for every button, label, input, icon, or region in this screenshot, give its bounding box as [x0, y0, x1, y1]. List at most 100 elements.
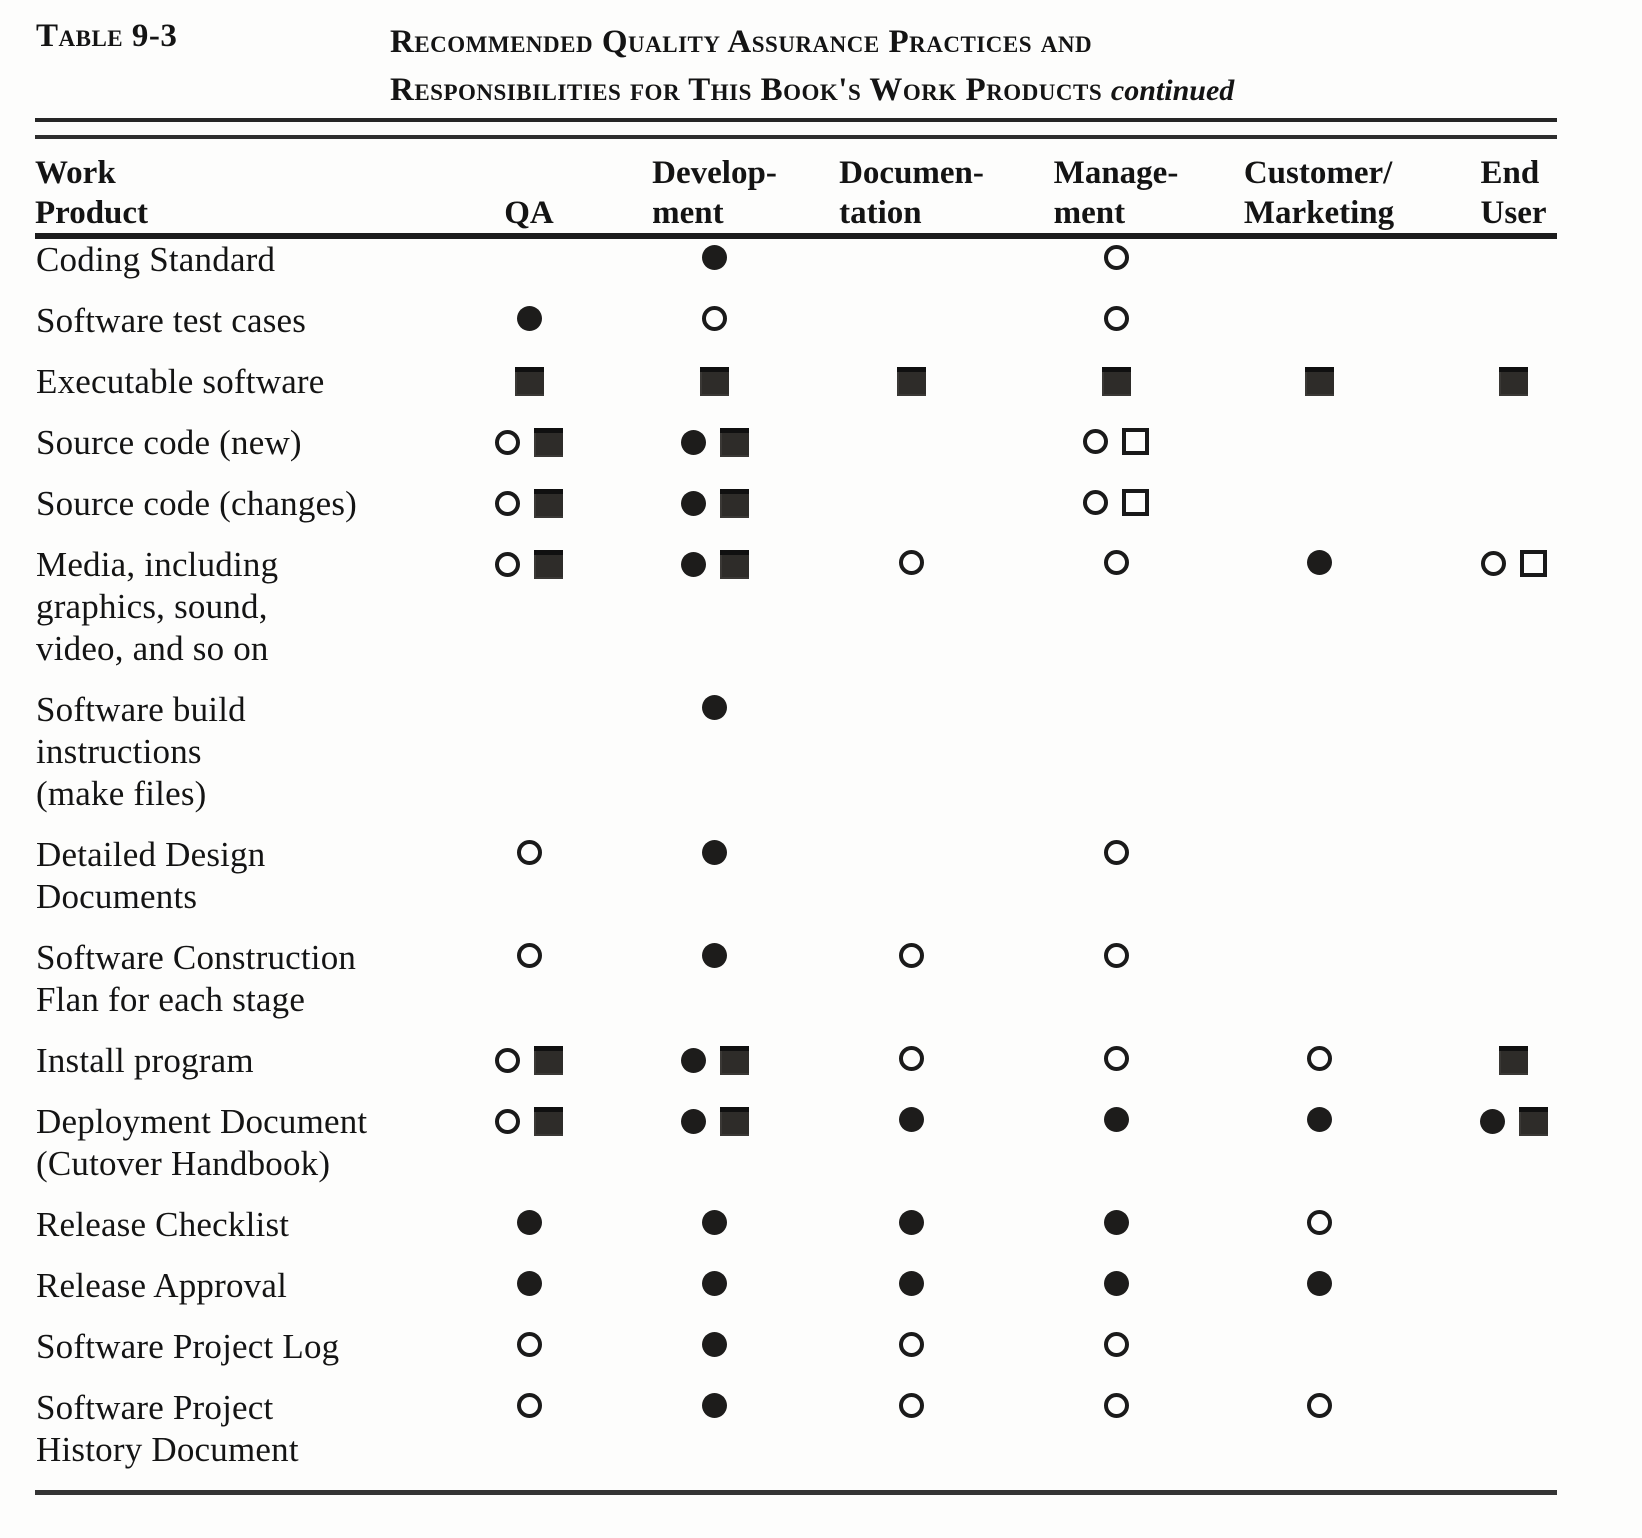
cell-documentation — [811, 544, 1012, 689]
work-product-label-line: Software Project — [36, 1388, 274, 1427]
cell-development — [618, 422, 811, 483]
filled-circle-icon — [702, 695, 727, 720]
work-product-label-line: Deployment Document — [36, 1102, 368, 1141]
filled-circle-icon — [899, 1271, 924, 1296]
work-product-label-line: Install program — [36, 1041, 254, 1080]
qa-responsibilities-table-wrap: Work Product QA Develop- ment — [35, 118, 1583, 1495]
work-product-label: Release Checklist — [35, 1204, 440, 1265]
cell-qa — [440, 236, 618, 300]
work-product-label-line: Software build — [36, 690, 246, 729]
work-product-label: Coding Standard — [35, 236, 440, 300]
cell-documentation — [811, 300, 1012, 361]
open-circle-icon — [1306, 1210, 1332, 1235]
work-product-label-line: Flan for each stage — [36, 980, 306, 1019]
filled-circle-icon — [680, 491, 706, 516]
work-product-label: Executable software — [35, 361, 440, 422]
cell-end-user — [1444, 834, 1583, 937]
open-circle-icon — [1306, 1046, 1332, 1071]
filled-circle-icon — [1103, 1271, 1129, 1296]
work-product-label: Detailed Design Documents — [35, 834, 440, 937]
cell-management — [1012, 1326, 1220, 1387]
cell-development — [618, 1326, 811, 1387]
cell-customer-marketing — [1220, 236, 1418, 300]
cell-management — [1012, 422, 1220, 483]
filled-circle-icon — [702, 840, 727, 865]
work-product-label-line: Software Project Log — [36, 1327, 340, 1366]
cell-documentation — [811, 834, 1012, 937]
cell-customer-marketing — [1220, 422, 1418, 483]
open-circle-icon — [1103, 1393, 1129, 1418]
table-row: Source code (changes) — [35, 483, 1557, 544]
filled-circle-icon — [1306, 550, 1332, 575]
open-circle-icon — [1103, 1046, 1129, 1071]
col-header-qa: QA — [440, 139, 618, 239]
table-body: Coding Standard Software test cases Execut… — [35, 236, 1557, 1490]
cell-documentation — [811, 361, 1012, 422]
cell-customer-marketing — [1220, 483, 1418, 544]
filled-circle-icon — [516, 1210, 542, 1235]
cell-customer-marketing — [1220, 1387, 1418, 1490]
work-product-label-line: (make files) — [36, 774, 207, 813]
cell-documentation — [811, 1101, 1012, 1204]
filled-square-icon — [700, 367, 729, 396]
cell-end-user — [1444, 1326, 1583, 1387]
cell-qa — [440, 422, 618, 483]
work-product-label-line: Software Construction — [36, 938, 357, 977]
filled-square-icon — [534, 428, 563, 457]
col-header-end-user: End User — [1444, 139, 1583, 239]
work-product-label-line: Release Approval — [36, 1266, 288, 1305]
filled-square-icon — [719, 550, 749, 579]
cell-qa — [440, 1326, 618, 1387]
open-circle-icon — [495, 1109, 520, 1134]
filled-square-icon — [1518, 1107, 1548, 1136]
open-circle-icon — [899, 550, 924, 575]
filled-circle-icon — [680, 430, 706, 455]
open-circle-icon — [516, 943, 542, 968]
open-square-icon — [1519, 550, 1547, 577]
table-title-line1: Recommended Quality Assurance Practices … — [390, 24, 1093, 60]
cell-customer-marketing — [1220, 300, 1418, 361]
open-circle-icon — [495, 430, 520, 455]
cell-customer-marketing — [1220, 1326, 1418, 1387]
filled-circle-icon — [899, 1107, 924, 1132]
cell-end-user — [1444, 361, 1583, 422]
filled-square-icon — [534, 550, 563, 579]
cell-documentation — [811, 937, 1012, 1040]
cell-customer-marketing — [1220, 689, 1418, 834]
open-circle-icon — [1083, 490, 1108, 515]
cell-management — [1012, 361, 1220, 422]
cell-customer-marketing — [1220, 937, 1418, 1040]
cell-management — [1012, 1265, 1220, 1326]
work-product-label-line: video, and so on — [36, 629, 269, 668]
filled-circle-icon — [1103, 1210, 1129, 1235]
cell-customer-marketing — [1220, 544, 1418, 689]
continued-marker: continued — [1110, 74, 1235, 107]
open-circle-icon — [1480, 551, 1506, 576]
filled-circle-icon — [702, 943, 727, 968]
table-title: Recommended Quality Assurance Practices … — [390, 18, 1234, 115]
cell-end-user — [1444, 937, 1583, 1040]
work-product-label-line: Software test cases — [36, 301, 307, 340]
work-product-label-line: (Cutover Handbook) — [36, 1144, 331, 1183]
work-product-label: Release Approval — [35, 1265, 440, 1326]
open-circle-icon — [1103, 840, 1129, 865]
work-product-label-line: graphics, sound, — [36, 587, 268, 626]
filled-square-icon — [1304, 367, 1334, 396]
cell-qa — [440, 1387, 618, 1490]
open-circle-icon — [899, 943, 924, 968]
table-header: Work Product QA Develop- ment — [35, 139, 1583, 239]
cell-documentation — [811, 483, 1012, 544]
cell-development — [618, 1387, 811, 1490]
open-circle-icon — [1083, 429, 1108, 454]
filled-circle-icon — [680, 1048, 706, 1073]
filled-circle-icon — [1306, 1107, 1332, 1132]
cell-qa — [440, 1040, 618, 1101]
filled-square-icon — [719, 1046, 749, 1075]
work-product-label-line: History Document — [36, 1430, 299, 1469]
filled-circle-icon — [680, 552, 706, 577]
work-product-label-line: instructions — [36, 732, 202, 771]
work-product-label: Software test cases — [35, 300, 440, 361]
cell-qa — [440, 300, 618, 361]
open-circle-icon — [516, 1332, 542, 1357]
col-header-documentation: Documen- tation — [811, 139, 1012, 239]
